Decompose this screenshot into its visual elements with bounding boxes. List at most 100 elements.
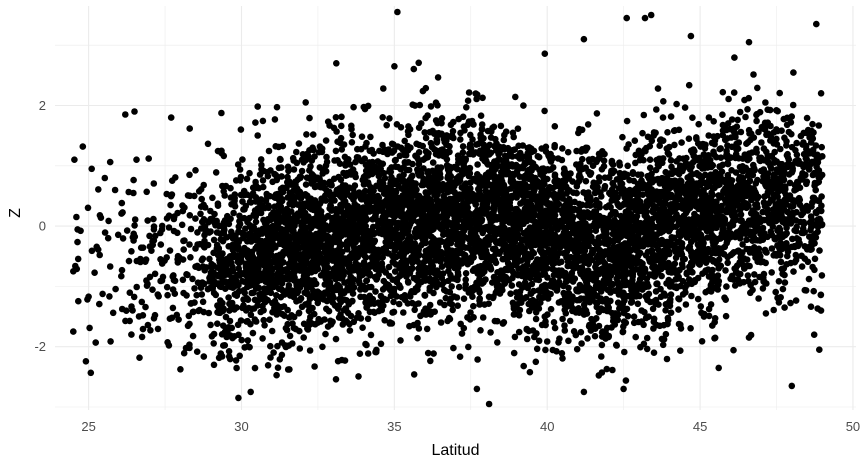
- data-point: [251, 364, 259, 372]
- data-point: [670, 268, 677, 276]
- data-point: [416, 141, 423, 149]
- data-point: [654, 85, 662, 92]
- data-point: [501, 152, 509, 160]
- data-point: [235, 265, 242, 272]
- data-point: [271, 203, 278, 210]
- data-point: [241, 289, 248, 297]
- data-point: [440, 286, 448, 294]
- data-point: [532, 309, 540, 316]
- data-point: [422, 114, 429, 122]
- data-point: [704, 183, 711, 190]
- data-point: [217, 297, 224, 304]
- data-point: [364, 315, 372, 323]
- data-point: [346, 234, 354, 242]
- data-point: [465, 89, 473, 96]
- data-point: [657, 285, 664, 293]
- data-point: [184, 322, 192, 330]
- data-point: [731, 54, 738, 61]
- data-point: [520, 102, 527, 109]
- data-point: [815, 197, 823, 205]
- data-point: [514, 125, 522, 132]
- data-point: [733, 123, 741, 130]
- data-point: [306, 347, 314, 354]
- data-point: [123, 227, 131, 234]
- data-point: [310, 146, 317, 154]
- data-point: [455, 115, 463, 123]
- data-point: [559, 355, 566, 362]
- data-point: [106, 293, 113, 300]
- data-point: [573, 345, 581, 353]
- data-point: [792, 297, 800, 304]
- data-point: [137, 258, 144, 266]
- data-point: [559, 145, 566, 152]
- data-point: [775, 278, 783, 285]
- data-point: [259, 177, 267, 184]
- data-point: [364, 350, 372, 357]
- data-point: [114, 231, 122, 239]
- data-point: [502, 128, 510, 135]
- data-point: [133, 283, 140, 291]
- data-point: [187, 225, 195, 233]
- data-point: [448, 301, 456, 308]
- data-point: [198, 291, 206, 298]
- data-point: [186, 125, 193, 132]
- data-point: [300, 218, 308, 225]
- data-point: [88, 247, 96, 255]
- data-point: [609, 224, 617, 232]
- data-point: [158, 260, 166, 267]
- data-point: [662, 330, 670, 338]
- data-point: [791, 198, 798, 206]
- data-point: [177, 366, 184, 373]
- data-point: [199, 298, 207, 306]
- data-point: [643, 345, 651, 353]
- data-point: [142, 303, 149, 311]
- data-point: [751, 271, 758, 278]
- data-point: [663, 355, 671, 363]
- data-point: [332, 147, 340, 155]
- data-point: [157, 241, 165, 248]
- data-point: [813, 222, 821, 230]
- data-point: [730, 89, 738, 96]
- data-point: [444, 172, 452, 180]
- data-point: [449, 306, 457, 314]
- data-point: [524, 284, 532, 292]
- data-point: [274, 364, 282, 372]
- data-point: [507, 185, 514, 192]
- data-point: [582, 177, 590, 185]
- data-point: [74, 238, 81, 246]
- data-point: [640, 111, 648, 119]
- data-point: [267, 354, 274, 361]
- data-point: [718, 168, 726, 175]
- data-point: [186, 241, 193, 248]
- data-point: [491, 158, 498, 165]
- data-point: [126, 289, 134, 297]
- data-point: [629, 169, 637, 176]
- data-point: [278, 351, 286, 359]
- data-point: [225, 294, 232, 301]
- data-point: [197, 210, 204, 218]
- data-point: [332, 114, 340, 121]
- data-point: [667, 113, 675, 120]
- data-point: [234, 161, 242, 168]
- data-point: [367, 331, 375, 339]
- data-point: [660, 98, 667, 105]
- data-point: [448, 283, 456, 290]
- data-point: [279, 184, 286, 192]
- data-point: [464, 314, 471, 321]
- data-point: [815, 122, 823, 129]
- data-point: [476, 295, 484, 302]
- data-point: [816, 216, 824, 224]
- data-point: [646, 156, 654, 163]
- data-point: [167, 201, 174, 209]
- data-point: [130, 176, 137, 184]
- data-point: [471, 267, 478, 274]
- data-point: [467, 309, 474, 316]
- data-point: [753, 110, 761, 118]
- data-point: [159, 273, 167, 281]
- data-point: [359, 324, 366, 332]
- data-point: [204, 285, 212, 293]
- data-point: [634, 240, 641, 248]
- data-point: [586, 171, 594, 178]
- data-point: [259, 117, 267, 125]
- data-point: [753, 149, 760, 156]
